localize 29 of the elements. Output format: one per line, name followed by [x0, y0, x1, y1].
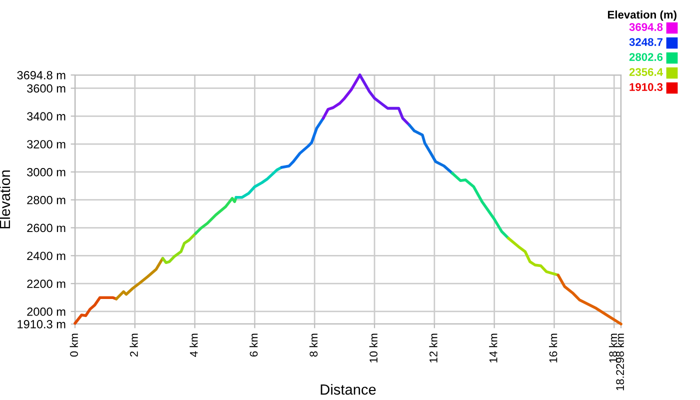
- y-tick-label: 3400 m: [27, 112, 66, 121]
- color-bar-label: 2356.4: [629, 68, 663, 76]
- x-tick-label: 4 km: [190, 334, 198, 357]
- x-tick-label: 18.2298 km: [616, 334, 624, 390]
- x-tick-label: 18 km: [608, 334, 618, 362]
- y-tick-label: 1910.3 m: [18, 320, 66, 328]
- x-tick-label: 0 km: [70, 334, 78, 357]
- y-tick-label: 3600 m: [27, 84, 66, 93]
- x-tick-label: 6 km: [250, 334, 258, 357]
- color-bar-label: 3248.7: [629, 38, 663, 46]
- x-tick-label: 8 km: [309, 334, 318, 357]
- y-tick-label: 2400 m: [27, 252, 66, 260]
- y-tick-label: 3000 m: [27, 168, 66, 176]
- x-tick-label: 2 km: [130, 334, 138, 357]
- x-tick-label: 10 km: [369, 334, 378, 362]
- color-bar-title: Elevation (m): [608, 10, 676, 21]
- color-bar-label: 3694.8: [629, 23, 663, 31]
- x-tick-label: 14 km: [489, 334, 498, 362]
- x-axis-title: Distance: [320, 384, 376, 395]
- y-tick-label: 2000 m: [27, 308, 66, 316]
- y-tick-label: 2800 m: [27, 196, 66, 204]
- y-tick-label: 3694.8 m: [17, 71, 66, 80]
- color-bar-label: 1910.3: [630, 83, 663, 91]
- y-tick-label: 3200 m: [27, 140, 66, 148]
- x-tick-label: 16 km: [549, 334, 558, 362]
- y-tick-label: 2600 m: [27, 224, 66, 232]
- x-tick-label: 12 km: [429, 334, 438, 362]
- color-bar-label: 2802.6: [629, 53, 663, 61]
- y-tick-label: 2200 m: [27, 280, 66, 288]
